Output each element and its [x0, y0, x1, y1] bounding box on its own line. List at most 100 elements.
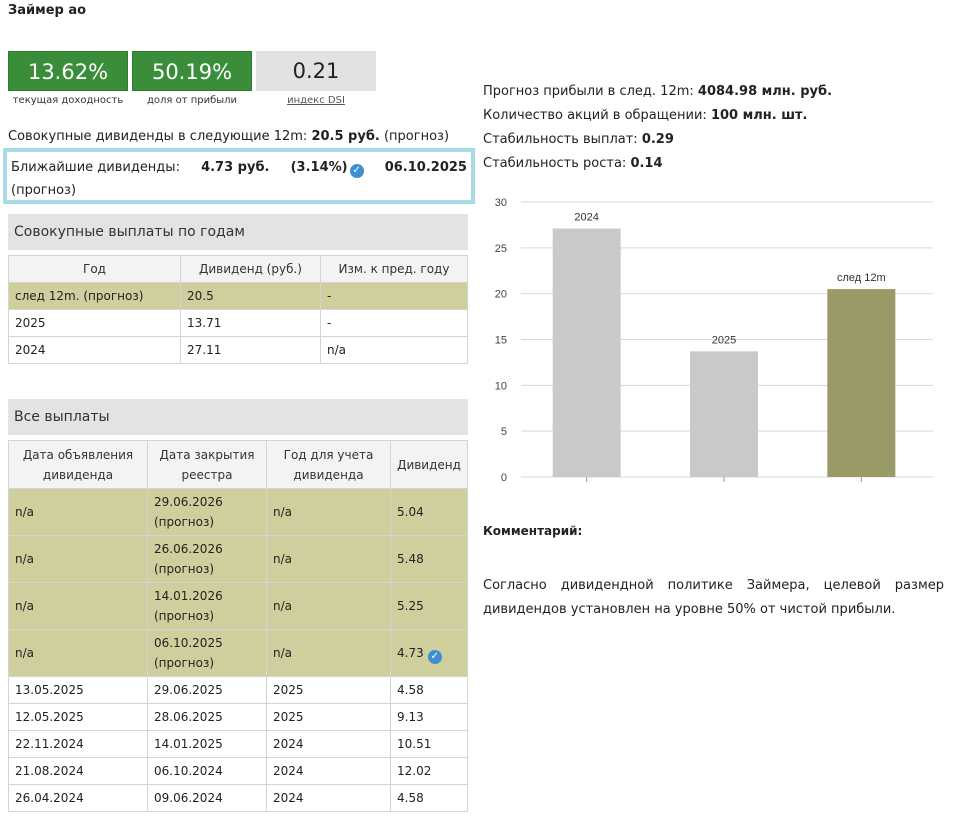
y-tick-label: 10	[495, 380, 507, 392]
info-value: 0.29	[641, 132, 674, 147]
y-tick-label: 5	[501, 426, 507, 438]
growth-stability: Стабильность роста: 0.14	[483, 156, 663, 171]
cell: след 12m. (прогноз)	[8, 282, 181, 310]
shares-outstanding: Количество акций в обращении: 100 млн. ш…	[483, 108, 807, 123]
cell: 2024	[266, 784, 391, 812]
forecast-note: (прогноз)	[154, 562, 215, 576]
dividend-amount: 5.04	[397, 505, 424, 519]
cell: 22.11.2024	[8, 730, 148, 758]
col-year: Год	[8, 255, 181, 283]
cell: 26.06.2026 (прогноз)	[147, 535, 267, 583]
y-tick-label: 20	[495, 289, 507, 301]
cell: -	[320, 309, 468, 337]
nearest-date: 06.10.2025	[384, 160, 467, 175]
payout-stability: Стабильность выплат: 0.29	[483, 132, 674, 147]
cell: 4.73 ✓	[390, 629, 468, 677]
total-amount: 20.5 руб.	[311, 129, 380, 144]
bar-label: 2025	[712, 334, 736, 346]
record-date: 14.01.2025	[154, 737, 223, 751]
cell: 14.01.2025	[147, 730, 267, 758]
cell: n/a	[8, 488, 148, 536]
cell: 27.11	[180, 336, 321, 364]
forecast-note: (прогноз)	[154, 656, 215, 670]
cell: n/a	[8, 582, 148, 630]
bar-label: 2024	[574, 211, 598, 223]
record-date: 09.06.2024	[154, 791, 223, 805]
cell: 2024	[8, 336, 181, 364]
cell: 5.04	[390, 488, 468, 536]
y-tick-label: 25	[495, 243, 507, 255]
record-date: 29.06.2026	[154, 495, 223, 509]
current-yield-value: 13.62%	[8, 51, 128, 91]
dividend-amount: 4.73	[397, 645, 424, 660]
info-label: Прогноз прибыли в след. 12m:	[483, 84, 694, 99]
verified-check-icon: ✓	[427, 649, 442, 664]
cell: 2024	[266, 730, 391, 758]
cell: 2025	[266, 676, 391, 704]
cell: n/a	[8, 535, 148, 583]
table-row: n/a 29.06.2026 (прогноз) n/a 5.04	[8, 488, 468, 536]
payout-ratio-value: 50.19%	[132, 51, 252, 91]
cell: -	[320, 282, 468, 310]
cell: 06.10.2025 (прогноз)	[147, 629, 267, 677]
record-date: 29.06.2025	[154, 683, 223, 697]
cell: 9.13	[390, 703, 468, 731]
table-row: 21.08.2024 06.10.2024 2024 12.02	[8, 757, 468, 785]
dividend-amount: 9.13	[397, 710, 424, 724]
cell: n/a	[266, 535, 391, 583]
table-row: 22.11.2024 14.01.2025 2024 10.51	[8, 730, 468, 758]
nearest-note: (прогноз)	[11, 183, 77, 198]
nearest-dividend-box: Ближайшие дивиденды: 4.73 руб. (3.14%) ✓ …	[3, 148, 475, 204]
total-suffix: (прогноз)	[383, 129, 450, 144]
total-dividends-line: Совокупные дивиденды в следующие 12m: 20…	[8, 129, 449, 144]
record-date: 06.10.2025	[154, 636, 223, 650]
dsi-index-link[interactable]: индекс DSI	[287, 95, 345, 106]
comment-title: Комментарий:	[483, 524, 583, 538]
dividend-amount: 4.58	[397, 791, 424, 805]
forecast-note: (прогноз)	[154, 609, 215, 623]
cell: 5.25	[390, 582, 468, 630]
cell: 09.06.2024	[147, 784, 267, 812]
record-date: 26.06.2026	[154, 542, 223, 556]
cell: 26.04.2024	[8, 784, 148, 812]
all-payments-section-header: Все выплаты	[8, 399, 468, 435]
info-label: Количество акций в обращении:	[483, 108, 707, 123]
info-value: 100 млн. шт.	[710, 108, 808, 123]
col-record-date: Дата закрытия реестра	[147, 440, 267, 489]
cell: n/a	[266, 488, 391, 536]
table-row: 2024 27.11 n/a	[8, 336, 468, 364]
info-label: Стабильность роста:	[483, 156, 627, 171]
payout-ratio-label: доля от прибыли	[146, 95, 238, 106]
cell: 29.06.2026 (прогноз)	[147, 488, 267, 536]
page-title: Займер ао	[8, 3, 87, 18]
cell: 2024	[266, 757, 391, 785]
comment-text: Согласно дивидендной политике Займера, ц…	[483, 578, 944, 617]
info-value: 0.14	[630, 156, 663, 171]
cell: 4.58	[390, 784, 468, 812]
table-row: 2025 13.71 -	[8, 309, 468, 337]
y-tick-label: 30	[495, 197, 507, 209]
bar-0	[552, 228, 621, 477]
info-value: 4084.98 млн. руб.	[697, 84, 833, 99]
total-prefix: Совокупные дивиденды в следующие 12m:	[8, 129, 308, 144]
record-date: 14.01.2026	[154, 589, 223, 603]
nearest-amount: 4.73 руб.	[201, 160, 270, 175]
table-row: 12.05.2025 28.06.2025 2025 9.13	[8, 703, 468, 731]
y-tick-label: 0	[501, 472, 507, 484]
table-row: 13.05.2025 29.06.2025 2025 4.58	[8, 676, 468, 704]
bar-1	[690, 351, 758, 477]
cell: n/a	[266, 629, 391, 677]
cell: 5.48	[390, 535, 468, 583]
table-row: n/a 14.01.2026 (прогноз) n/a 5.25	[8, 582, 468, 630]
cell: 13.05.2025	[8, 676, 148, 704]
cell: n/a	[266, 582, 391, 630]
col-amount: Дивиденд	[390, 440, 468, 489]
record-date: 06.10.2024	[154, 764, 223, 778]
cell: n/a	[8, 629, 148, 677]
current-yield-label: текущая доходность	[12, 95, 124, 106]
cell: 2025	[266, 703, 391, 731]
yearly-table: Год Дивиденд (руб.) Изм. к пред. году сл…	[8, 255, 468, 364]
cell: 20.5	[180, 282, 321, 310]
profit-forecast: Прогноз прибыли в след. 12m: 4084.98 млн…	[483, 84, 832, 99]
